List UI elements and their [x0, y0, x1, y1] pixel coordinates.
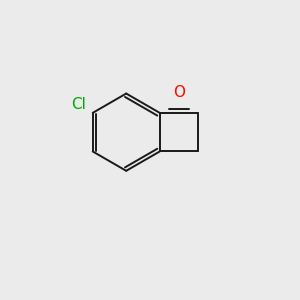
Text: Cl: Cl	[71, 97, 86, 112]
Text: O: O	[173, 85, 185, 100]
